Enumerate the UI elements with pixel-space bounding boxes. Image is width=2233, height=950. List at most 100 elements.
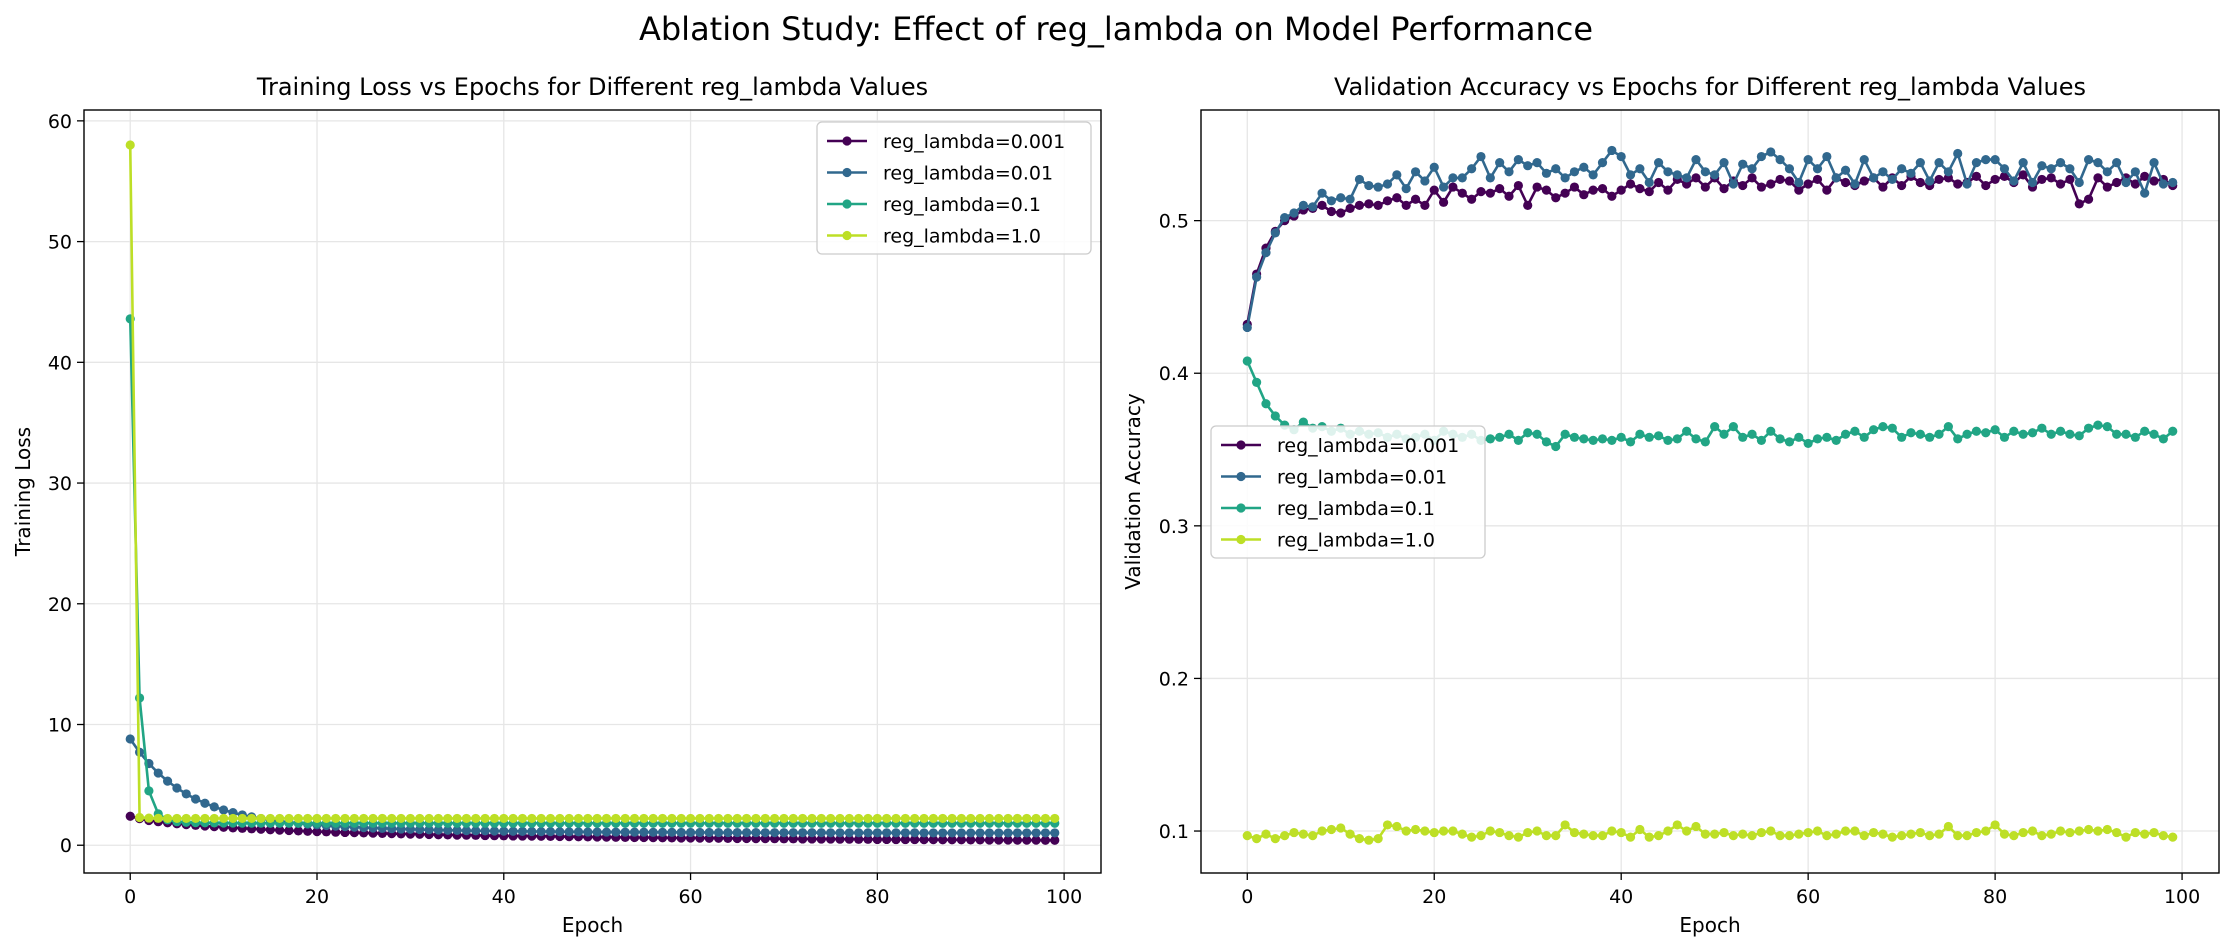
data-point: [1031, 835, 1041, 845]
data-point: [1897, 164, 1907, 174]
data-point: [424, 813, 434, 824]
data-point: [377, 813, 387, 824]
data-point: [1868, 425, 1879, 435]
data-point: [1999, 432, 2010, 442]
data-point: [555, 827, 565, 837]
x-tick-label: 60: [678, 886, 702, 908]
data-point: [1906, 428, 1916, 438]
data-point: [1822, 831, 1832, 841]
data-point: [1485, 188, 1495, 198]
data-point: [1438, 826, 1449, 836]
data-point: [1532, 826, 1542, 836]
data-point: [1373, 834, 1383, 844]
data-point: [1850, 179, 1860, 189]
data-point: [1981, 826, 1991, 836]
data-point: [1392, 170, 1402, 180]
data-point: [2112, 827, 2122, 838]
data-point: [1597, 434, 1608, 444]
data-point: [2121, 177, 2131, 188]
data-point: [191, 794, 201, 804]
data-point: [536, 813, 546, 824]
data-point: [2046, 164, 2056, 174]
data-point: [975, 813, 985, 824]
data-point: [928, 835, 938, 845]
data-point: [2065, 174, 2075, 185]
data-point: [1298, 200, 1308, 210]
data-point: [807, 828, 817, 838]
data-point: [1756, 827, 1767, 838]
data-point: [2055, 158, 2066, 168]
data-point: [1915, 827, 1925, 838]
data-point: [1457, 829, 1467, 839]
data-point: [2074, 826, 2084, 836]
data-point: [685, 827, 696, 838]
data-point: [1050, 828, 1060, 838]
data-point: [2112, 158, 2122, 168]
data-point: [994, 813, 1004, 824]
data-point: [452, 825, 462, 835]
data-point: [1504, 831, 1514, 841]
series-line: [128, 144, 1055, 820]
data-point: [265, 813, 275, 824]
data-point: [657, 813, 668, 824]
data-point: [1270, 228, 1280, 238]
y-tick-label: 0: [60, 835, 72, 857]
legend-box: [1210, 425, 1486, 559]
data-point: [471, 826, 481, 836]
data-point: [536, 826, 546, 837]
legend-swatch-marker: [1236, 440, 1246, 450]
data-point: [1766, 426, 1776, 436]
data-point: [228, 813, 238, 824]
data-point: [256, 813, 266, 824]
data-point: [1298, 829, 1308, 839]
data-point: [489, 813, 500, 824]
data-point: [1560, 429, 1570, 439]
data-point: [153, 768, 163, 778]
data-point: [1859, 176, 1869, 186]
data-point: [1700, 829, 1710, 839]
data-point: [2168, 177, 2178, 188]
data-point: [1597, 831, 1608, 841]
data-point: [751, 827, 761, 838]
data-point: [2121, 429, 2131, 439]
data-point: [2065, 827, 2075, 838]
data-point: [1700, 167, 1710, 177]
data-point: [741, 813, 752, 824]
data-point: [1934, 429, 1944, 439]
legend-item-1: reg_lambda=0.001: [827, 131, 1065, 153]
data-point: [891, 813, 901, 824]
data-point: [1280, 212, 1290, 223]
data-point: [1981, 428, 1991, 438]
data-point: [2084, 824, 2094, 835]
data-point: [994, 828, 1004, 838]
data-point: [1616, 432, 1626, 442]
data-point: [2168, 832, 2178, 842]
data-point: [1401, 200, 1411, 210]
data-point: [1812, 164, 1823, 174]
data-point: [704, 827, 714, 838]
data-point: [1925, 831, 1935, 841]
y-tick-label: 10: [48, 715, 72, 737]
data-point: [1373, 200, 1383, 210]
data-point: [1653, 431, 1664, 441]
data-point: [1317, 200, 1327, 210]
data-point: [1953, 179, 1963, 189]
axes-frame: [83, 109, 1102, 874]
data-point: [2027, 177, 2038, 188]
data-point: [1981, 154, 1991, 165]
data-point: [1962, 179, 1972, 189]
data-point: [1040, 828, 1051, 838]
data-point: [1663, 167, 1673, 177]
x-tick-label: 20: [305, 886, 329, 908]
data-point: [1569, 182, 1580, 192]
data-point: [910, 813, 920, 824]
data-point: [125, 140, 135, 150]
data-point: [938, 813, 948, 824]
data-point: [443, 825, 453, 835]
data-point: [219, 813, 229, 824]
data-point: [1261, 399, 1271, 409]
data-point: [1794, 432, 1804, 442]
chart-title: Validation Accuracy vs Epochs for Differ…: [1334, 73, 2086, 101]
y-tick-label: 0.1: [1159, 821, 1189, 843]
data-point: [1495, 827, 1505, 838]
